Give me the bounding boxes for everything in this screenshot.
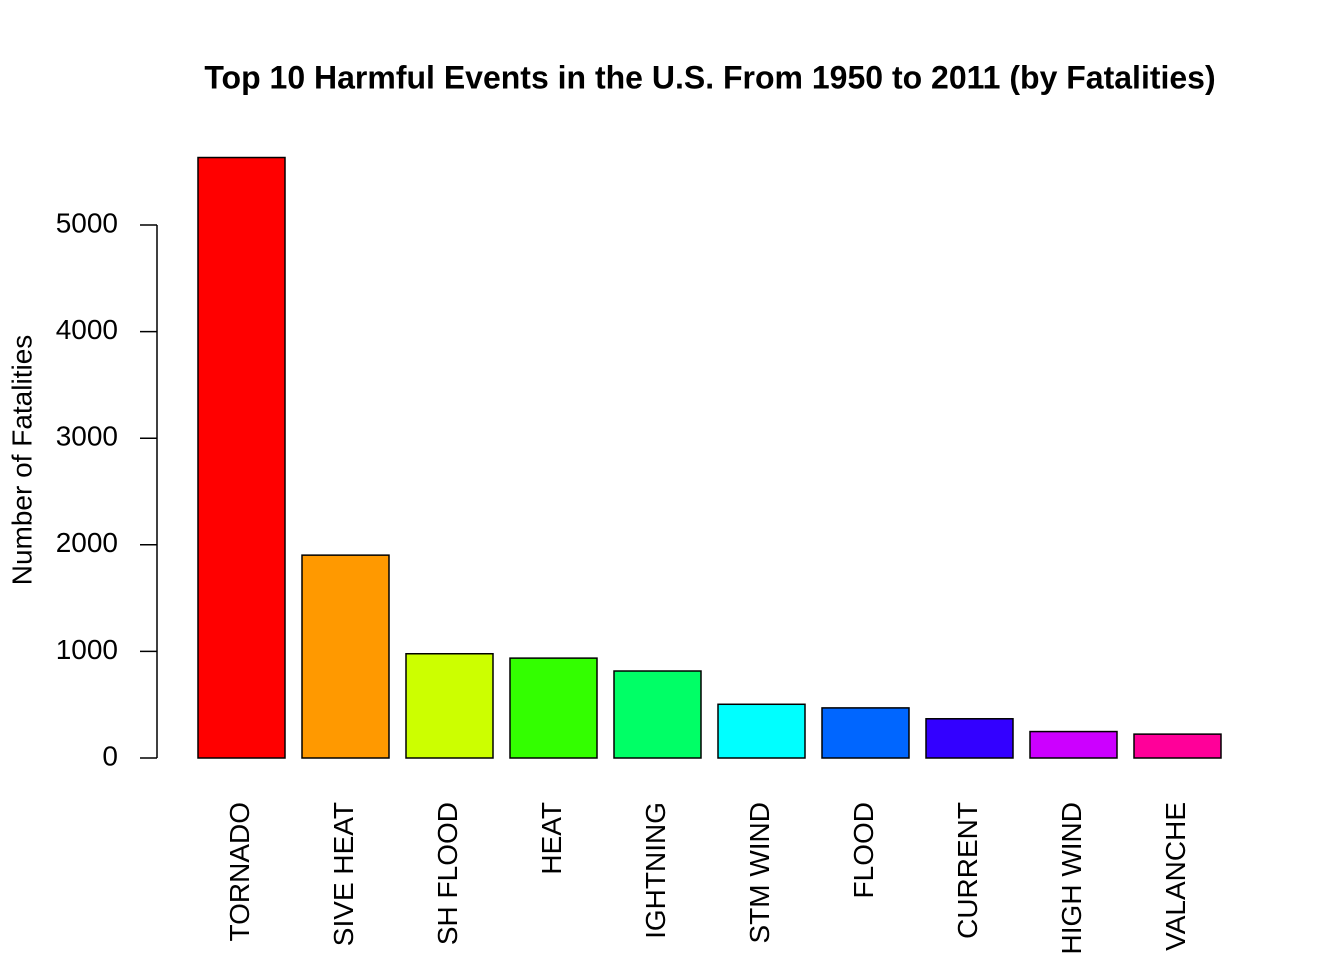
bar — [821, 707, 910, 759]
x-tick-label: HIGH WIND — [1056, 802, 1087, 954]
x-tick-label: STM WIND — [744, 802, 775, 944]
y-tick-label: 3000 — [56, 421, 118, 452]
bar — [509, 657, 598, 759]
y-tick-label: 5000 — [56, 207, 118, 238]
y-tick-label: 4000 — [56, 314, 118, 345]
bar — [301, 554, 390, 759]
x-tick-label: VALANCHE — [1160, 802, 1191, 951]
bar — [405, 652, 494, 759]
bar — [1133, 733, 1222, 759]
x-tick-label: IGHTNING — [640, 802, 671, 939]
x-tick-label: HEAT — [536, 802, 567, 875]
chart-title: Top 10 Harmful Events in the U.S. From 1… — [204, 59, 1215, 95]
x-tick-label: SH FLOOD — [432, 802, 463, 945]
y-tick-label: 1000 — [56, 634, 118, 665]
x-tick-label: SIVE HEAT — [328, 802, 359, 946]
y-tick-label: 2000 — [56, 527, 118, 558]
x-tick-label: FLOOD — [848, 802, 879, 898]
bar — [197, 156, 286, 759]
x-tick-label: CURRENT — [952, 802, 983, 939]
x-tick-label: TORNADO — [224, 802, 255, 942]
bar — [1029, 730, 1118, 759]
bar — [717, 703, 806, 759]
bar — [613, 670, 702, 759]
bar — [925, 718, 1014, 759]
y-tick-label: 0 — [102, 740, 118, 771]
y-axis-label: Number of Fatalities — [6, 335, 37, 586]
